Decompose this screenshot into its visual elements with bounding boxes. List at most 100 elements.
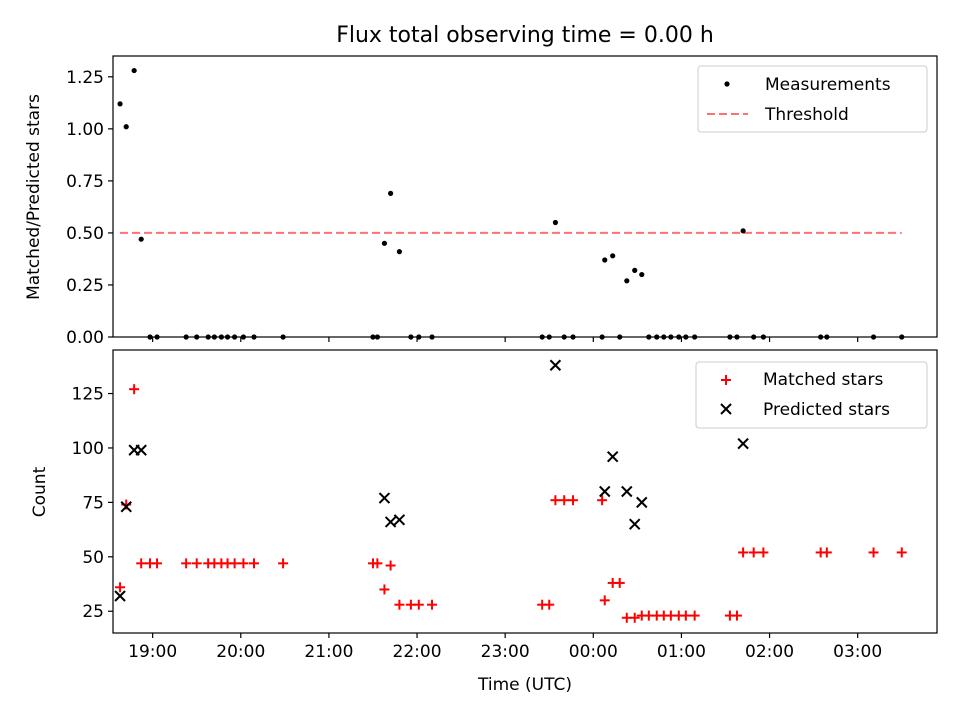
predicted-star-point xyxy=(378,492,391,504)
predicted-star-point xyxy=(384,516,397,528)
predicted-star-point xyxy=(636,496,648,509)
bottom-legend: Matched stars Predicted stars xyxy=(695,361,928,429)
bottom-x-axis-label: Time (UTC) xyxy=(477,675,572,695)
measurement-point xyxy=(639,271,645,278)
matched-star-point xyxy=(394,599,405,610)
matched-star-point xyxy=(597,495,608,506)
legend-measurements-marker xyxy=(724,81,730,87)
matched-star-point xyxy=(115,582,126,593)
top-y-tick-label: 0.00 xyxy=(66,328,104,348)
predicted-star-point xyxy=(393,514,406,526)
measurement-point xyxy=(388,190,394,196)
top-y-ticks: 0.00 0.25 0.50 0.75 1.00 1.25 xyxy=(66,68,113,348)
bottom-x-tick-label: 03:00 xyxy=(833,642,882,662)
top-y-tick-label: 0.50 xyxy=(66,224,104,244)
matched-star-point xyxy=(821,547,832,558)
top-panel: Flux total observing time = 0.00 h Match… xyxy=(24,23,938,348)
measurement-point xyxy=(381,240,388,246)
matched-star-point xyxy=(136,558,147,569)
measurement-point xyxy=(610,253,616,259)
bottom-legend-box xyxy=(695,361,928,429)
matched-star-point xyxy=(629,612,640,623)
predicted-star-point xyxy=(629,518,641,530)
matched-star-point xyxy=(129,384,140,395)
matched-star-point xyxy=(896,547,907,558)
predicted-star-point xyxy=(606,450,619,463)
matched-star-point xyxy=(152,558,163,569)
matched-star-point xyxy=(738,547,749,558)
bottom-y-tick-label: 100 xyxy=(72,439,104,459)
bottom-y-tick-label: 25 xyxy=(82,602,104,622)
matched-star-point xyxy=(181,558,192,569)
measurement-point xyxy=(131,67,137,74)
measurement-point xyxy=(602,257,608,263)
matched-star-point xyxy=(731,610,742,621)
matched-star-point xyxy=(372,558,383,569)
legend-matched-marker xyxy=(721,375,731,385)
chart-title: Flux total observing time = 0.00 h xyxy=(336,23,714,48)
matched-star-point xyxy=(413,599,424,610)
legend-predicted-marker xyxy=(720,403,732,415)
matched-star-point xyxy=(379,584,390,595)
bottom-y-ticks: 25 50 75 100 125 xyxy=(72,385,113,622)
top-y-tick-label: 1.25 xyxy=(66,68,104,88)
matched-star-point xyxy=(191,558,202,569)
matched-star-point xyxy=(559,495,570,506)
bottom-plot-area xyxy=(114,359,907,623)
matched-star-point xyxy=(868,547,879,558)
bottom-y-tick-label: 75 xyxy=(82,493,104,513)
matched-star-point xyxy=(550,495,561,506)
matched-star-point xyxy=(748,547,759,558)
bottom-axes-frame xyxy=(112,349,938,634)
predicted-star-point xyxy=(135,444,147,456)
matched-star-point xyxy=(238,558,249,569)
matched-star-point xyxy=(568,495,579,506)
measurement-point xyxy=(138,236,144,242)
matched-star-point xyxy=(680,610,691,621)
bottom-x-tick-label: 22:00 xyxy=(393,642,442,662)
matched-star-point xyxy=(599,595,610,606)
matched-star-point xyxy=(385,560,396,571)
bottom-x-tick-label: 00:00 xyxy=(569,642,618,662)
legend-predicted-label: Predicted stars xyxy=(763,400,890,420)
measurement-point xyxy=(396,249,403,255)
matched-star-point xyxy=(758,547,769,558)
bottom-x-tick-label: 20:00 xyxy=(216,642,265,662)
bottom-panel: Count Time (UTC) 25 50 75 100 125 19:00 20:00… xyxy=(30,349,938,695)
measurement-point xyxy=(624,278,630,284)
bottom-x-tick-label: 19:00 xyxy=(128,642,177,662)
matched-star-point xyxy=(229,558,240,569)
predicted-star-point xyxy=(120,501,132,513)
bottom-y-tick-label: 50 xyxy=(82,548,104,568)
bottom-x-tick-label: 01:00 xyxy=(657,642,706,662)
top-legend-box xyxy=(697,65,928,133)
top-y-tick-label: 0.75 xyxy=(66,172,104,192)
bottom-y-axis-label: Count xyxy=(30,466,50,517)
predicted-star-point xyxy=(114,590,126,602)
predicted-star-point xyxy=(621,485,633,498)
top-legend: Measurements Threshold xyxy=(697,65,928,133)
predicted-star-point xyxy=(737,437,749,450)
top-plot-area xyxy=(117,67,905,340)
bottom-y-tick-label: 125 xyxy=(72,385,104,405)
legend-measurements-label: Measurements xyxy=(765,75,891,95)
legend-matched-label: Matched stars xyxy=(763,370,883,390)
matched-star-point xyxy=(249,558,260,569)
top-y-tick-label: 0.25 xyxy=(66,276,104,296)
matched-star-point xyxy=(278,558,289,569)
matched-star-point xyxy=(427,599,438,610)
measurement-point xyxy=(123,124,129,130)
top-x-ticks xyxy=(152,337,859,342)
legend-threshold-label: Threshold xyxy=(764,105,849,125)
bottom-x-tick-label: 02:00 xyxy=(745,642,794,662)
measurement-point xyxy=(632,267,638,273)
bottom-x-tick-label: 23:00 xyxy=(481,642,530,662)
top-y-tick-label: 1.00 xyxy=(66,120,104,140)
matched-star-point xyxy=(614,577,625,588)
predicted-star-point xyxy=(599,485,611,498)
bottom-x-ticks: 19:00 20:00 21:00 22:00 23:00 00:00 01:00 02:00… xyxy=(128,633,882,662)
measurement-point xyxy=(117,101,123,107)
matched-star-point xyxy=(544,599,555,610)
bottom-x-tick-label: 21:00 xyxy=(304,642,353,662)
